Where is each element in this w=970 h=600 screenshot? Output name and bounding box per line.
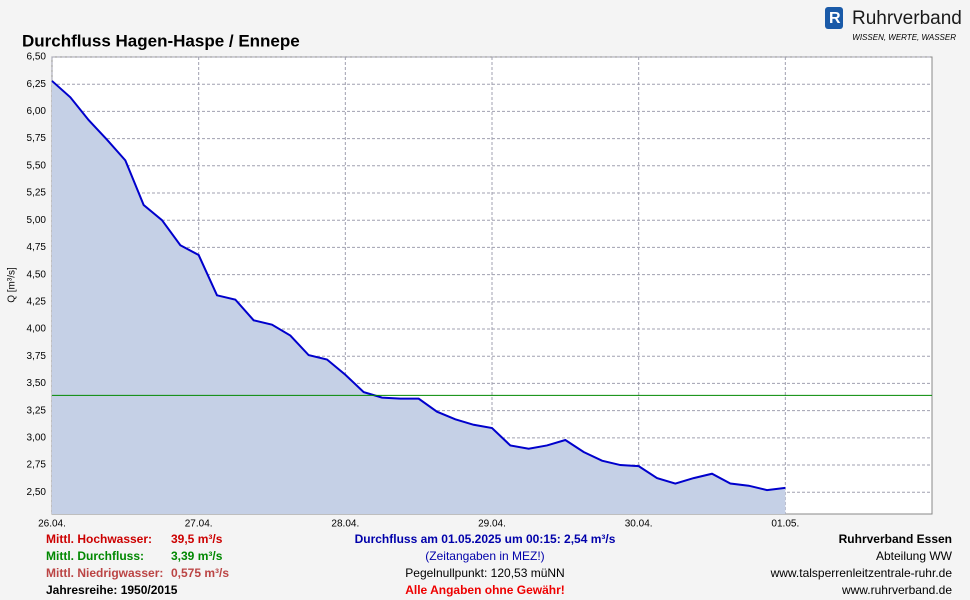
y-tick-label: 2,50	[27, 487, 47, 498]
stat-label: Mittl. Hochwasser:	[46, 532, 152, 546]
x-tick-label: 01.05.	[771, 519, 799, 530]
y-tick-label: 3,25	[27, 405, 47, 416]
time-note: (Zeitangaben in MEZ!)	[425, 549, 544, 563]
y-tick-label: 5,00	[27, 215, 47, 226]
y-tick-label: 2,75	[27, 460, 47, 471]
y-tick-label: 3,50	[27, 378, 47, 389]
url: www.ruhrverband.de	[841, 583, 952, 597]
logo-mark	[825, 7, 843, 29]
stat-value: 3,39 m³/s	[171, 549, 223, 563]
slogan: WISSEN, WERTE, WASSER	[852, 33, 956, 42]
stat-value: 0,575 m³/s	[171, 566, 229, 580]
y-tick-label: 3,00	[27, 432, 47, 443]
y-tick-label: 5,50	[27, 160, 47, 171]
y-tick-label: 6,00	[27, 106, 47, 117]
x-tick-label: 30.04.	[625, 519, 653, 530]
y-tick-label: 6,50	[27, 52, 47, 63]
y-axis-label: Q [m³/s]	[7, 267, 18, 303]
series-years: Jahresreihe: 1950/2015	[46, 583, 178, 597]
stat-value: 39,5 m³/s	[171, 532, 223, 546]
x-tick-label: 28.04.	[331, 519, 359, 530]
y-tick-label: 5,25	[27, 188, 47, 199]
x-tick-label: 29.04.	[478, 519, 506, 530]
y-tick-label: 4,25	[27, 296, 47, 307]
dept: Abteilung WW	[876, 549, 953, 563]
stat-label: Mittl. Niedrigwasser:	[46, 566, 163, 580]
y-tick-label: 4,50	[27, 269, 47, 280]
org: Ruhrverband Essen	[839, 532, 952, 546]
current-value: Durchfluss am 01.05.2025 um 00:15: 2,54 …	[355, 532, 616, 546]
x-tick-label: 27.04.	[185, 519, 213, 530]
url: www.talsperrenleitzentrale-ruhr.de	[770, 566, 953, 580]
gauge-zero: Pegelnullpunkt: 120,53 müNN	[405, 566, 564, 580]
area	[52, 80, 786, 514]
stat-label: Mittl. Durchfluss:	[46, 549, 144, 563]
y-tick-label: 4,00	[27, 324, 47, 335]
y-tick-label: 4,75	[27, 242, 47, 253]
y-tick-label: 6,25	[27, 79, 47, 90]
y-tick-label: 5,75	[27, 133, 47, 144]
logo-letter: R	[829, 10, 841, 27]
x-tick-label: 26.04.	[38, 519, 66, 530]
line	[51, 80, 786, 492]
brand: Ruhrverband	[852, 8, 962, 29]
disclaimer: Alle Angaben ohne Gewähr!	[405, 583, 565, 597]
y-tick-label: 3,75	[27, 351, 47, 362]
chart-title: Durchfluss Hagen-Haspe / Ennepe	[22, 31, 300, 50]
